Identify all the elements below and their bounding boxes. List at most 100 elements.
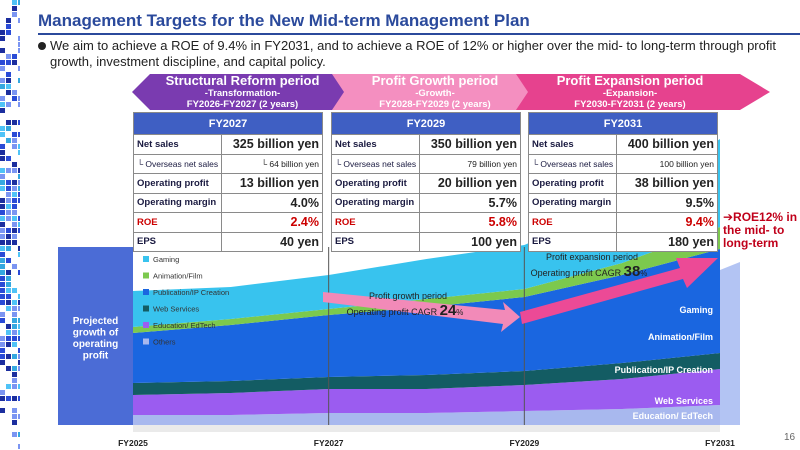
phase-label-structural-reform: Structural Reform period -Transformation…	[165, 73, 320, 111]
mosaic-tile	[18, 78, 20, 83]
mosaic-tile	[0, 276, 5, 281]
area-labels: Gaming Animation/Film Publication/IP Creat…	[615, 305, 713, 421]
mosaic-tile	[18, 252, 20, 257]
mosaic-tile	[18, 144, 20, 149]
mosaic-tile	[0, 264, 5, 269]
mosaic-tile	[12, 372, 17, 377]
y-label-line: profit	[83, 351, 109, 362]
table-year-header: FY2029	[331, 112, 521, 135]
mosaic-tile	[18, 36, 20, 41]
mosaic-tile	[0, 210, 5, 215]
mosaic-tile	[6, 204, 11, 209]
mosaic-tile	[6, 210, 11, 215]
growth-arrows	[323, 258, 718, 332]
row-label: Operating margin	[330, 192, 421, 213]
mosaic-tile	[0, 198, 5, 203]
mosaic-tile	[6, 240, 11, 245]
mosaic-tile	[12, 408, 17, 413]
mosaic-tile	[18, 228, 20, 233]
mosaic-tile	[0, 66, 5, 71]
mosaic-tile	[0, 60, 5, 65]
mosaic-tile	[18, 66, 20, 71]
mosaic-tile	[18, 132, 20, 137]
mosaic-tile	[18, 348, 20, 353]
mosaic-tile	[0, 144, 5, 149]
mosaic-tile	[18, 294, 20, 299]
mosaic-tile	[6, 234, 11, 239]
mosaic-tile	[12, 234, 17, 239]
mosaic-tile	[18, 366, 20, 371]
mosaic-tile	[0, 84, 5, 89]
roe-long-term-note: ➔ROE12% in the mid- to long-term	[723, 210, 798, 250]
title-divider	[38, 33, 800, 35]
mosaic-tile	[0, 360, 5, 365]
mosaic-tile	[18, 396, 20, 401]
mosaic-tile	[0, 108, 5, 113]
mosaic-tile	[18, 414, 20, 419]
mosaic-tile	[6, 228, 11, 233]
mosaic-tile	[12, 228, 17, 233]
mosaic-tile	[18, 180, 20, 185]
row-label: Operating profit	[132, 173, 223, 194]
mosaic-tile	[18, 96, 20, 101]
row-value: 79 billion yen	[419, 153, 521, 174]
mosaic-tile	[6, 198, 11, 203]
targets-table-fy2031: FY2031 Net sales 400 billion yen └ Overse…	[527, 112, 718, 252]
mosaic-tile	[12, 138, 17, 143]
mosaic-tile	[12, 240, 17, 245]
mosaic-tile	[6, 258, 11, 263]
mosaic-tile	[18, 150, 20, 155]
row-label: ROE	[132, 212, 223, 233]
mosaic-tile	[0, 204, 5, 209]
phase-label-profit-growth: Profit Growth period -Growth- FY2028-FY2…	[371, 73, 499, 111]
mosaic-tile	[0, 318, 5, 323]
area-publication-ip-creation	[133, 249, 720, 383]
row-value: 20 billion yen	[419, 173, 521, 194]
mosaic-tile	[0, 216, 5, 221]
mosaic-tile	[6, 78, 11, 83]
mosaic-tile	[0, 270, 5, 275]
area-web-services	[133, 353, 720, 395]
mosaic-tile	[0, 180, 5, 185]
cagr-period-label: Profit expansion period	[546, 252, 638, 262]
x-tick-label: FY2025	[118, 438, 148, 448]
mosaic-tile	[18, 192, 20, 197]
mosaic-tile	[6, 168, 11, 173]
row-label: Operating margin	[527, 192, 618, 213]
mosaic-tile	[0, 150, 5, 155]
mosaic-tile	[6, 294, 11, 299]
mosaic-tile	[12, 384, 17, 389]
mosaic-tile	[18, 18, 20, 23]
legend-swatch	[143, 289, 149, 295]
mosaic-tile	[12, 186, 17, 191]
mosaic-tile	[0, 390, 5, 395]
mosaic-tile	[12, 60, 17, 65]
mosaic-tile	[18, 432, 20, 437]
mosaic-tile	[0, 396, 5, 401]
mosaic-tile	[6, 180, 11, 185]
mosaic-tile	[0, 288, 5, 293]
targets-table-fy2029: FY2029 Net sales 350 billion yen └ Overse…	[330, 112, 521, 252]
mosaic-tile	[12, 318, 17, 323]
mosaic-tile	[12, 378, 17, 383]
row-value: 2.4%	[221, 212, 323, 233]
mosaic-tile	[0, 48, 5, 53]
mosaic-tile	[6, 90, 11, 95]
mosaic-tile	[12, 342, 17, 347]
row-value: 40 yen	[221, 231, 323, 252]
mosaic-tile	[6, 120, 11, 125]
legend-label: Gaming	[153, 255, 179, 264]
row-value: 350 billion yen	[419, 134, 521, 155]
bullet-icon	[38, 42, 46, 50]
row-value: 5.8%	[419, 212, 521, 233]
mosaic-tile	[6, 246, 11, 251]
mosaic-tile	[12, 288, 17, 293]
row-label: ROE	[330, 212, 421, 233]
chart-floor	[133, 425, 720, 432]
row-label: Net sales	[132, 134, 223, 155]
row-label: EPS	[527, 231, 618, 252]
mosaic-tile	[0, 228, 5, 233]
mosaic-tile	[0, 252, 5, 257]
mosaic-tile	[6, 282, 11, 287]
